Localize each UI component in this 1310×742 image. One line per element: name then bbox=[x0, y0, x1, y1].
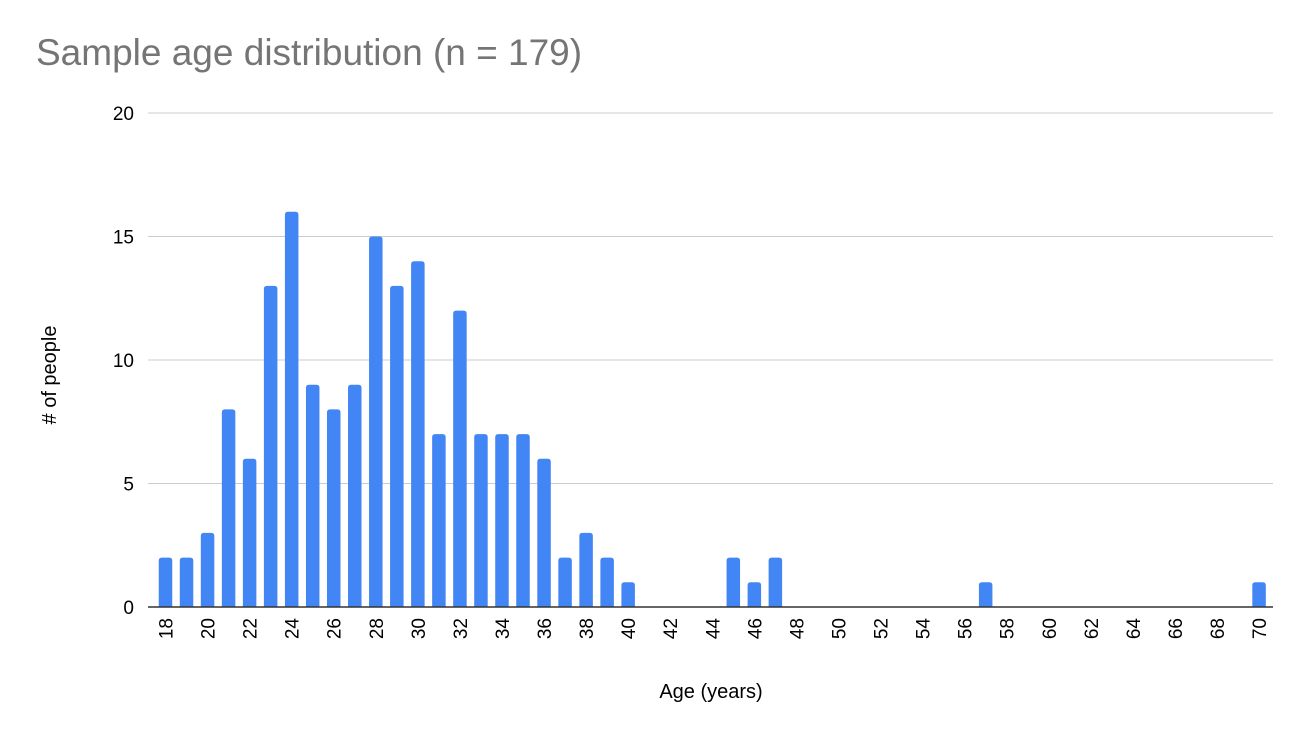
bar-age-32 bbox=[453, 310, 467, 607]
y-tick-label: 15 bbox=[113, 228, 134, 249]
y-tick-label: 20 bbox=[113, 104, 134, 125]
bar-age-36 bbox=[537, 458, 551, 607]
bar-age-34 bbox=[495, 434, 509, 607]
bar-age-19 bbox=[179, 557, 194, 607]
x-tick-label: 40 bbox=[619, 618, 640, 639]
x-tick-label: 20 bbox=[199, 618, 220, 639]
x-tick-label: 60 bbox=[1040, 618, 1061, 639]
bar-age-39 bbox=[600, 557, 614, 607]
bar-age-21 bbox=[221, 409, 236, 607]
bar-age-20 bbox=[200, 532, 215, 607]
chart-title: Sample age distribution (n = 179) bbox=[36, 32, 583, 73]
x-tick-label: 66 bbox=[1166, 618, 1187, 639]
bar-age-57 bbox=[978, 582, 993, 607]
bar-age-35 bbox=[516, 434, 530, 607]
x-tick-label: 54 bbox=[914, 618, 935, 640]
bar-age-45 bbox=[726, 557, 741, 607]
x-tick-label: 36 bbox=[535, 618, 556, 639]
bar-age-28 bbox=[369, 236, 383, 607]
bar-age-18 bbox=[158, 557, 173, 607]
bars bbox=[158, 211, 1266, 608]
x-tick-label: 48 bbox=[787, 618, 808, 639]
bar-age-31 bbox=[432, 434, 446, 607]
bar-age-46 bbox=[747, 582, 762, 607]
bar-age-33 bbox=[474, 434, 488, 607]
bar-age-27 bbox=[348, 384, 362, 607]
bar-age-40 bbox=[621, 582, 635, 607]
x-tick-label: 62 bbox=[1082, 618, 1103, 639]
x-tick-label: 58 bbox=[998, 618, 1019, 639]
y-tick-label: 10 bbox=[113, 351, 134, 372]
y-axis-ticks: 0 5 10 15 20 bbox=[113, 104, 134, 619]
x-tick-label: 34 bbox=[493, 618, 514, 640]
x-axis-ticks: 18 20 22 24 26 28 30 32 34 36 38 40 42 44 46 48 50 52 54 56… bbox=[157, 618, 1272, 640]
x-tick-label: 50 bbox=[829, 618, 850, 639]
bar-age-30 bbox=[411, 261, 425, 607]
bar-age-70 bbox=[1252, 582, 1266, 607]
bar-age-26 bbox=[326, 409, 341, 607]
x-tick-label: 24 bbox=[283, 618, 304, 640]
y-tick-label: 5 bbox=[123, 475, 134, 496]
x-tick-label: 46 bbox=[745, 618, 766, 639]
bar-age-23 bbox=[263, 285, 278, 607]
x-tick-label: 64 bbox=[1124, 618, 1145, 640]
bar-age-29 bbox=[390, 285, 404, 607]
bar-age-22 bbox=[242, 458, 257, 607]
bar-age-24 bbox=[284, 211, 299, 608]
x-tick-label: 70 bbox=[1250, 618, 1271, 639]
x-tick-label: 38 bbox=[577, 618, 598, 639]
x-tick-label: 52 bbox=[872, 618, 893, 639]
x-axis-title: Age (years) bbox=[659, 681, 762, 703]
x-tick-label: 32 bbox=[451, 618, 472, 639]
x-tick-label: 28 bbox=[367, 618, 388, 639]
x-tick-label: 18 bbox=[157, 618, 178, 639]
x-tick-label: 22 bbox=[241, 618, 262, 639]
x-tick-label: 30 bbox=[409, 618, 430, 639]
y-tick-label: 0 bbox=[123, 598, 134, 619]
bar-age-47 bbox=[768, 557, 783, 607]
y-axis-title: # of people bbox=[39, 326, 61, 425]
x-tick-label: 44 bbox=[703, 618, 724, 640]
x-tick-label: 42 bbox=[661, 618, 682, 639]
x-tick-label: 56 bbox=[956, 618, 977, 639]
x-tick-label: 26 bbox=[325, 618, 346, 639]
bar-age-37 bbox=[558, 557, 572, 607]
bar-age-25 bbox=[305, 384, 320, 607]
x-tick-label: 68 bbox=[1208, 618, 1229, 639]
bar-age-38 bbox=[579, 532, 593, 607]
